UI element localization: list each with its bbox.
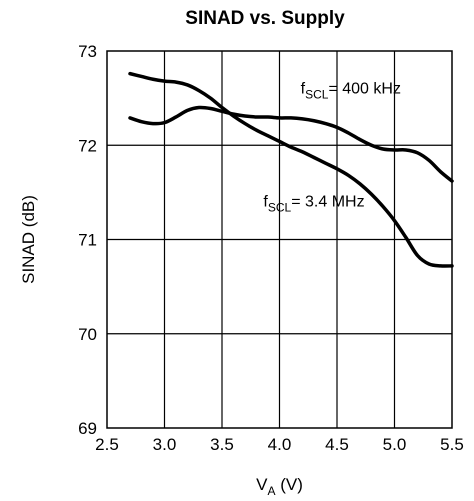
series-label-1: fSCL= 3.4 MHz <box>263 194 364 215</box>
chart-title: SINAD vs. Supply <box>185 8 345 29</box>
series-line-1 <box>128 71 454 268</box>
x-tick-label: 2.5 <box>95 435 119 454</box>
y-tick-label: 71 <box>78 231 97 250</box>
series-label-sub: SCL <box>268 201 292 215</box>
plot-frame <box>106 50 453 429</box>
x-tick-label: 4.5 <box>325 435 349 454</box>
y-axis-label: SINAD (dB) <box>19 195 38 284</box>
series-label-main: f <box>263 194 268 211</box>
y-tick-label: 72 <box>78 136 97 155</box>
x-tick-label: 3.5 <box>210 435 234 454</box>
series-label-rest: = 400 kHz <box>328 80 400 97</box>
y-tick-label: 70 <box>78 325 97 344</box>
x-axis-label-sub: A <box>267 484 275 498</box>
series-line-0 <box>128 105 454 183</box>
x-axis-label-unit: (V) <box>275 475 302 494</box>
x-tick-label: 4.0 <box>268 435 292 454</box>
series-label-main: f <box>301 80 306 97</box>
y-tick-label: 69 <box>78 419 97 438</box>
y-tick-label: 73 <box>78 42 97 61</box>
x-tick-label: 5.5 <box>440 435 464 454</box>
series-label-rest: = 3.4 MHz <box>291 194 364 211</box>
x-axis-label-main: V <box>256 475 268 494</box>
series-label-sub: SCL <box>305 87 329 101</box>
series-lines <box>128 71 454 268</box>
x-tick-label: 5.0 <box>383 435 407 454</box>
x-axis-label: VA (V) <box>256 475 303 498</box>
grid <box>107 51 452 428</box>
series-label-0: fSCL= 400 kHz <box>301 80 401 101</box>
x-tick-label: 3.0 <box>153 435 177 454</box>
tick-labels: 2.5 3.0 3.5 4.0 4.5 5.0 5.5 69 70 71 72 73 <box>78 42 464 454</box>
